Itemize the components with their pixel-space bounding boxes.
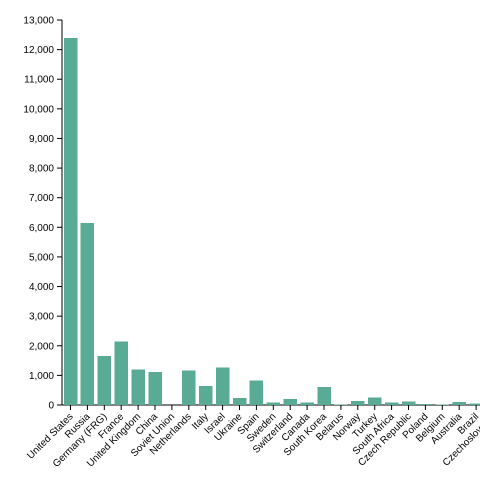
y-tick-label: 11,000 [24,75,54,86]
bar [300,402,314,405]
y-tick-label: 2,000 [29,341,54,352]
bar [198,385,213,405]
y-tick-label: 12,000 [23,45,54,56]
bar [334,404,348,405]
bars [63,37,480,406]
bar [283,399,297,405]
bar [469,403,480,405]
y-tick-label: 4,000 [29,282,54,293]
bar [215,367,230,405]
bar [148,371,162,405]
y-tick-label: 0 [48,401,54,412]
bar [249,380,264,405]
bar [63,37,78,406]
bar [80,222,95,405]
bar [401,401,416,405]
bar [131,369,145,405]
y-tick-label: 13,000 [23,16,54,27]
y-tick-label: 7,000 [29,193,54,204]
bar [367,397,382,405]
bar [114,341,128,405]
bar [97,356,112,405]
bar [266,402,281,405]
y-tick-label: 8,000 [29,164,54,175]
y-tick-label: 1,000 [29,371,54,382]
y-tick-label: 9,000 [29,134,54,145]
y-axis: 0 1,000 2,000 3,000 4,000 5,000 6,000 7,000 8,00… [23,16,63,412]
y-tick-label: 5,000 [29,252,54,263]
bar [317,387,331,405]
y-tick-label: 10,000 [23,104,54,115]
bar [418,404,433,405]
bar [384,402,399,405]
bar [182,370,196,405]
bar [351,401,365,405]
y-tick-label: 6,000 [29,223,54,234]
y-tick-label: 3,000 [29,312,54,323]
bar [232,397,247,405]
bar [452,402,466,405]
bar [435,404,450,405]
